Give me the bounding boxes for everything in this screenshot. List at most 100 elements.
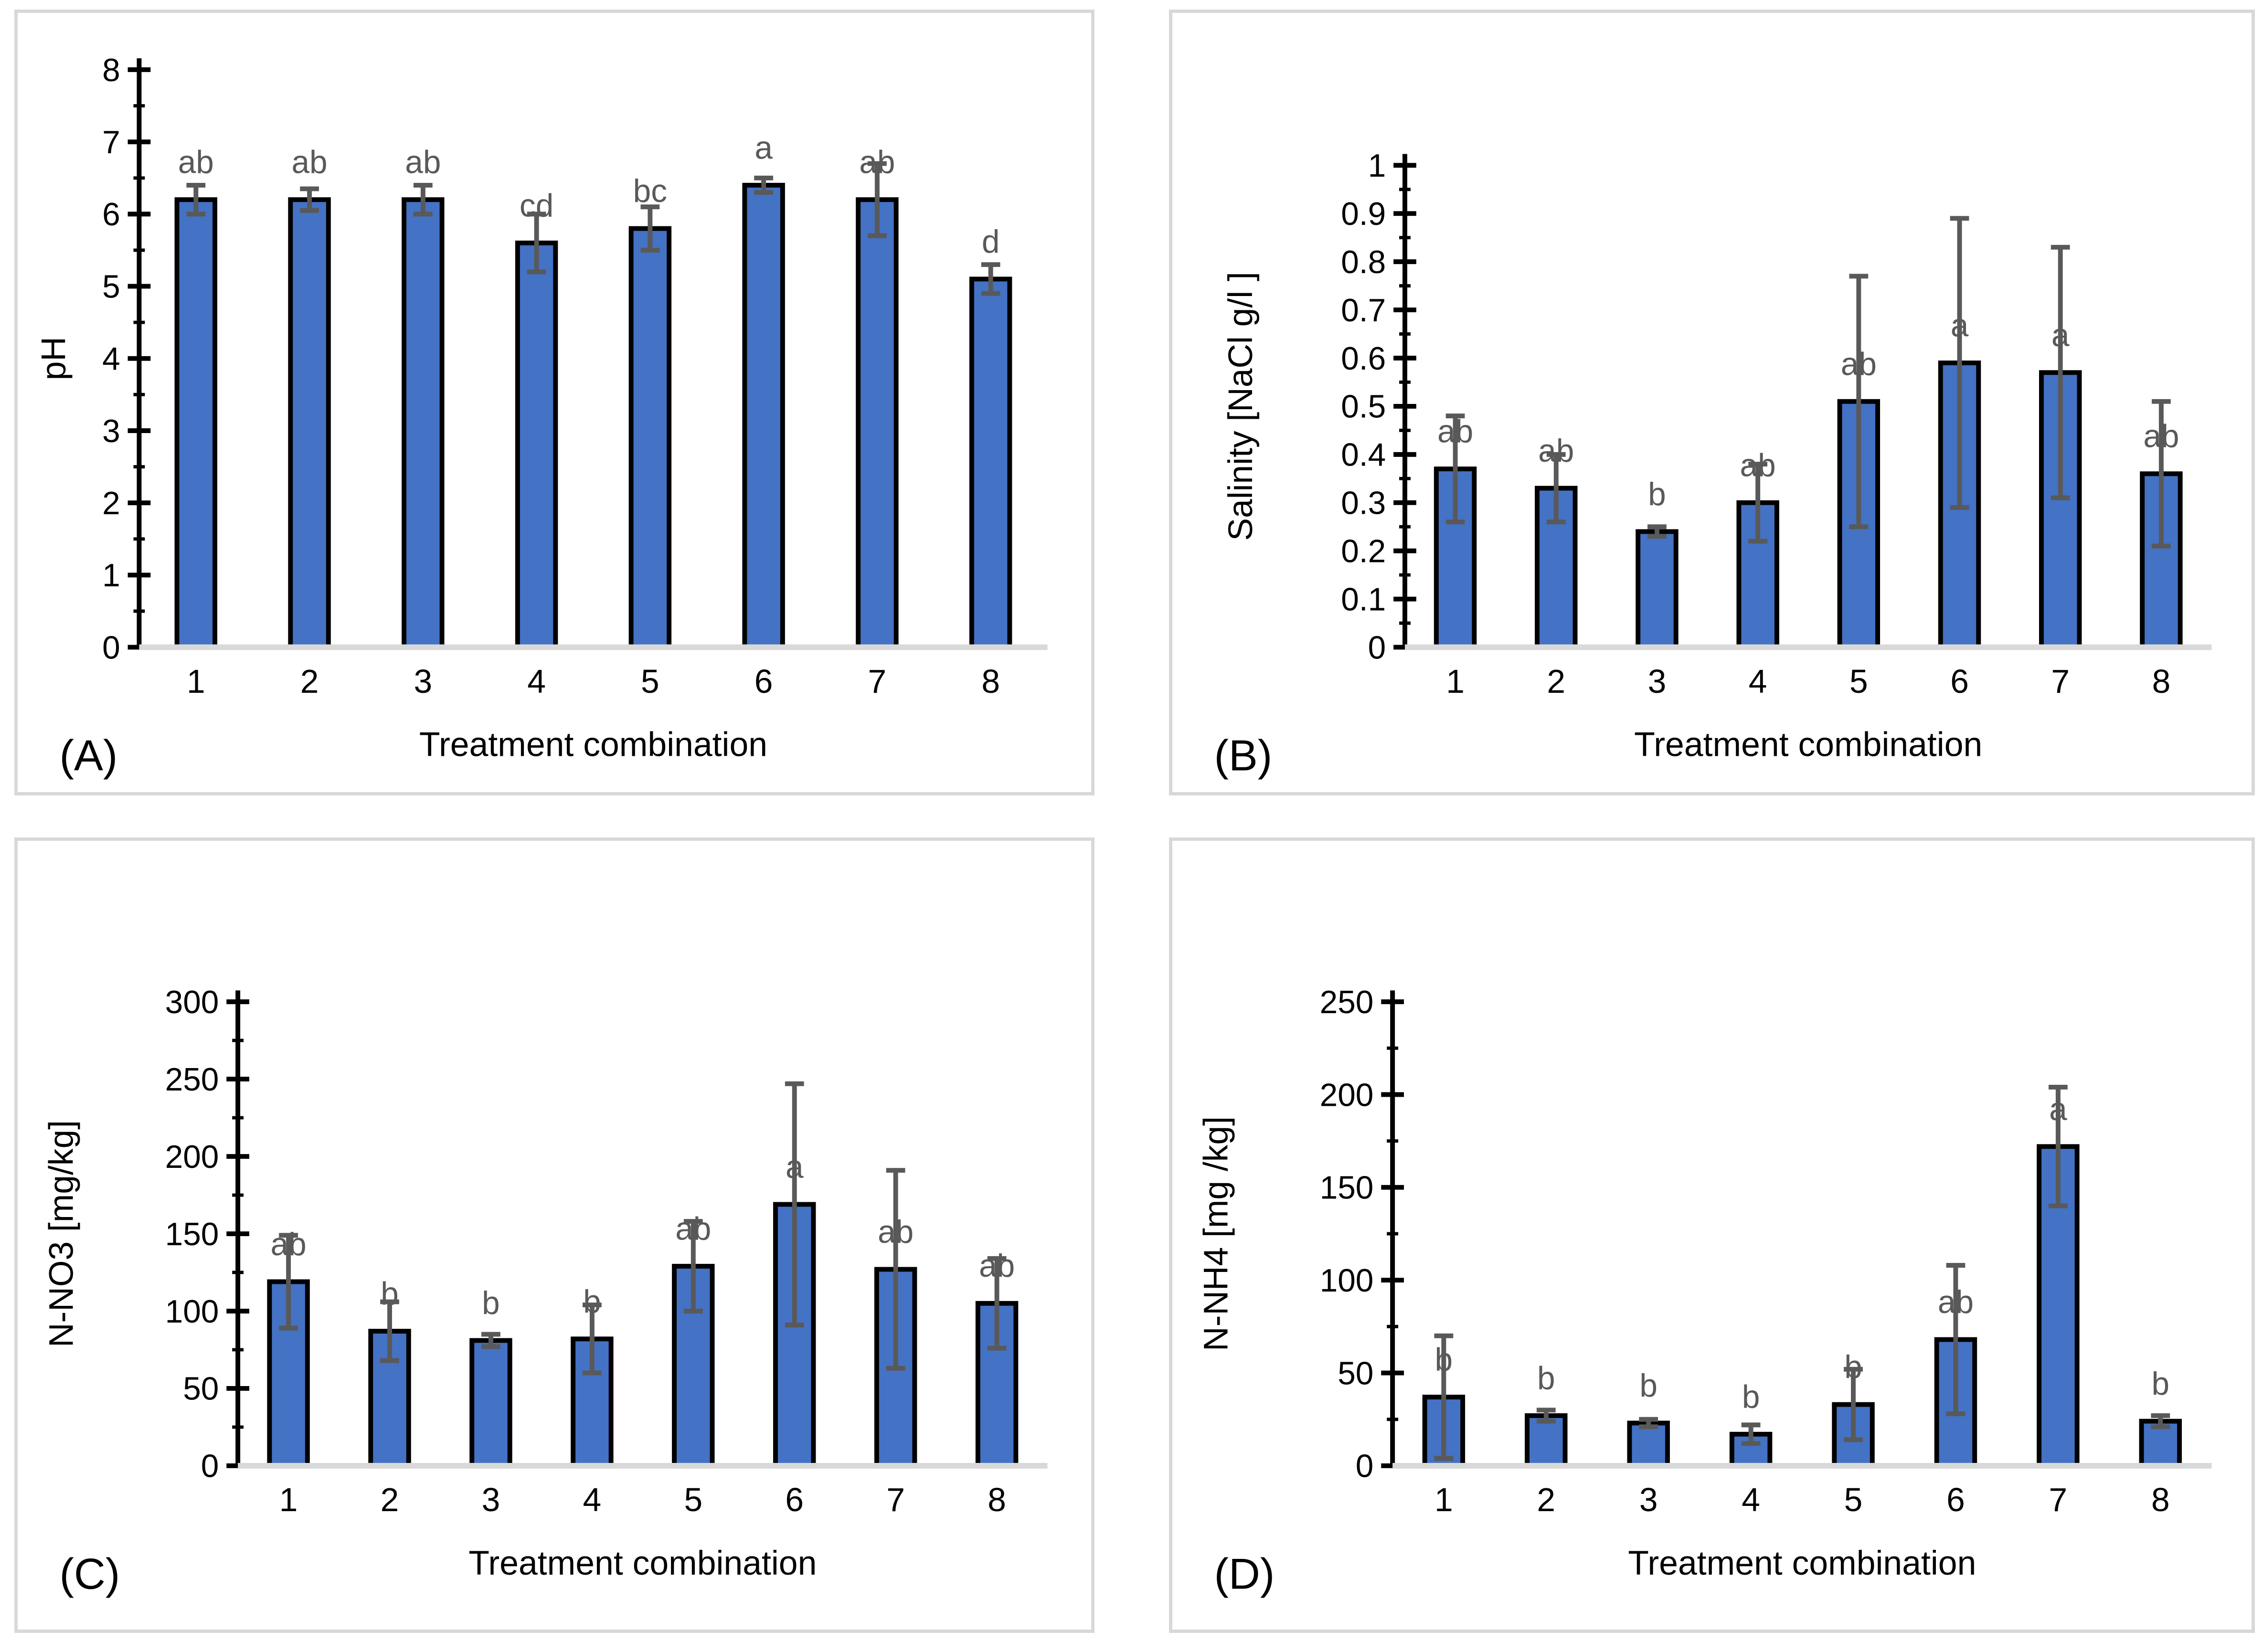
sig-letter: b	[1844, 1349, 1862, 1385]
x-tick-label: 2	[300, 663, 319, 700]
bar	[402, 197, 445, 650]
sig-letter: a	[1951, 308, 1969, 344]
y-tick-label: 0	[1356, 1449, 1374, 1484]
x-tick-label: 8	[2151, 1481, 2170, 1518]
y-tick-label: 6	[102, 197, 120, 233]
panel-letter-A: (A)	[59, 731, 117, 780]
sig-letter: ab	[271, 1227, 307, 1262]
sig-letter: a	[786, 1149, 804, 1185]
x-tick-label: 1	[1446, 663, 1465, 700]
y-tick-label: 4	[102, 341, 120, 377]
sig-letter: cd	[520, 188, 553, 223]
y-tick-label: 0.7	[1341, 293, 1386, 328]
bar	[628, 226, 672, 650]
chart-A-pH: 0 1 2 3 4 5 6 7 8 ab 1 ab 2 ab 3 cd 4 bc 5 a 6 ab 7 d 8 pH Treat…	[34, 53, 1048, 780]
y-tick-label: 50	[1338, 1355, 1373, 1391]
bar	[1636, 529, 1679, 650]
y-tick-label: 0	[201, 1449, 219, 1484]
x-tick-label: 8	[988, 1481, 1006, 1518]
x-axis-title: Treatment combination	[1634, 726, 1982, 764]
sig-letter: ab	[979, 1248, 1015, 1284]
y-tick-label: 0.3	[1341, 486, 1386, 521]
chart-C-nitrate: 0 50 100 150 200 250 300 ab 1 b 2 b 3 b 4 ab 5 a 6 ab 7 ab 8 N…	[42, 985, 1048, 1599]
sig-letter: bc	[633, 173, 667, 209]
x-tick-label: 8	[2152, 663, 2171, 700]
y-tick-label: 3	[102, 413, 120, 449]
y-tick-label: 200	[165, 1139, 219, 1175]
y-axis-title-salinity: Salinity [NaCl g/l ]	[1222, 272, 1260, 540]
x-tick-label: 1	[187, 663, 205, 700]
y-axis-title-pH: pH	[34, 337, 73, 380]
sig-letter: ab	[1538, 433, 1574, 469]
y-tick-label: 100	[1320, 1263, 1374, 1299]
bar	[2037, 1144, 2080, 1468]
y-tick-label: 7	[102, 125, 120, 160]
x-tick-label: 3	[1639, 1481, 1658, 1518]
x-tick-label: 1	[279, 1481, 298, 1518]
sig-letter: a	[2049, 1091, 2067, 1127]
x-tick-label: 7	[868, 663, 887, 700]
x-tick-label: 4	[1742, 1481, 1760, 1518]
sig-letter: ab	[405, 145, 441, 180]
y-tick-label: 150	[165, 1217, 219, 1252]
y-tick-label: 0.9	[1341, 196, 1386, 232]
x-axis-title: Treatment combination	[1628, 1544, 1976, 1582]
sig-letter: a	[754, 130, 773, 166]
panel-A: 0 1 2 3 4 5 6 7 8 ab 1 ab 2 ab 3 cd 4 bc 5 a 6 ab 7 d 8 pH Treat…	[14, 10, 1094, 795]
y-tick-label: 0	[1368, 630, 1386, 666]
y-tick-label: 1	[102, 558, 120, 593]
x-tick-label: 5	[1849, 663, 1868, 700]
sig-letter: ab	[2143, 419, 2179, 455]
sig-letter: b	[1639, 1368, 1657, 1404]
sig-letter: b	[1648, 477, 1666, 512]
y-tick-label: 8	[102, 53, 120, 88]
x-tick-label: 3	[482, 1481, 500, 1518]
bar	[969, 276, 1012, 650]
y-tick-label: 250	[1320, 985, 1374, 1020]
y-tick-label: 5	[102, 269, 120, 305]
bar	[515, 240, 558, 650]
y-axis-title-nitrate: N-NO3 [mg/kg]	[42, 1120, 80, 1347]
y-tick-label: 50	[183, 1371, 219, 1407]
x-axis-title: Treatment combination	[419, 726, 767, 764]
bar	[1627, 1420, 1670, 1468]
x-tick-label: 8	[981, 663, 1000, 700]
sig-letter: ab	[859, 145, 895, 180]
x-tick-label: 2	[1537, 1481, 1555, 1518]
bar	[469, 1338, 512, 1468]
panel-D: 0 50 100 150 200 250 b 1 b 2 b 3 b 4 b 5 ab 6 a 7 b 8 N-NH4 […	[1169, 837, 2255, 1633]
sig-letter: ab	[178, 145, 214, 180]
y-tick-label: 2	[102, 486, 120, 521]
sig-letter: ab	[1938, 1284, 1974, 1320]
x-tick-label: 2	[381, 1481, 399, 1518]
sig-letter: ab	[1437, 414, 1473, 450]
y-tick-label: 0	[102, 630, 120, 666]
y-tick-label: 0.6	[1341, 341, 1386, 377]
y-tick-label: 200	[1320, 1077, 1374, 1113]
panel-B: 0 0.1 0.2 0.3 0.4 0.5 0.6 0.7 0.8 0.9 1 ab 1 ab 2 b 3 ab 4…	[1169, 10, 2255, 795]
y-tick-label: 0.4	[1341, 437, 1386, 473]
sig-letter: ab	[1841, 346, 1877, 382]
sig-letter: ab	[1740, 447, 1776, 483]
x-tick-label: 6	[1946, 1481, 1965, 1518]
x-tick-label: 6	[754, 663, 773, 700]
x-tick-label: 5	[641, 663, 659, 700]
y-tick-label: 0.8	[1341, 244, 1386, 280]
panel-C: 0 50 100 150 200 250 300 ab 1 b 2 b 3 b 4 ab 5 a 6 ab 7 ab 8 N…	[14, 837, 1094, 1633]
chart-D-ammonium: 0 50 100 150 200 250 b 1 b 2 b 3 b 4 b 5 ab 6 a 7 b 8 N-NH4 […	[1197, 985, 2212, 1599]
x-tick-label: 7	[886, 1481, 905, 1518]
sig-letter: b	[1537, 1360, 1555, 1396]
x-tick-label: 2	[1547, 663, 1565, 700]
sig-letter: d	[982, 224, 1000, 260]
x-axis-title: Treatment combination	[468, 1544, 817, 1582]
x-tick-label: 4	[527, 663, 546, 700]
y-axis-title-ammonium: N-NH4 [mg /kg]	[1197, 1116, 1235, 1351]
sig-letter: b	[1435, 1342, 1453, 1378]
x-tick-label: 4	[583, 1481, 602, 1518]
x-tick-label: 4	[1749, 663, 1767, 700]
sig-letter: ab	[675, 1211, 711, 1247]
y-tick-label: 0.2	[1341, 534, 1386, 570]
panel-letter-D: (D)	[1214, 1550, 1275, 1599]
